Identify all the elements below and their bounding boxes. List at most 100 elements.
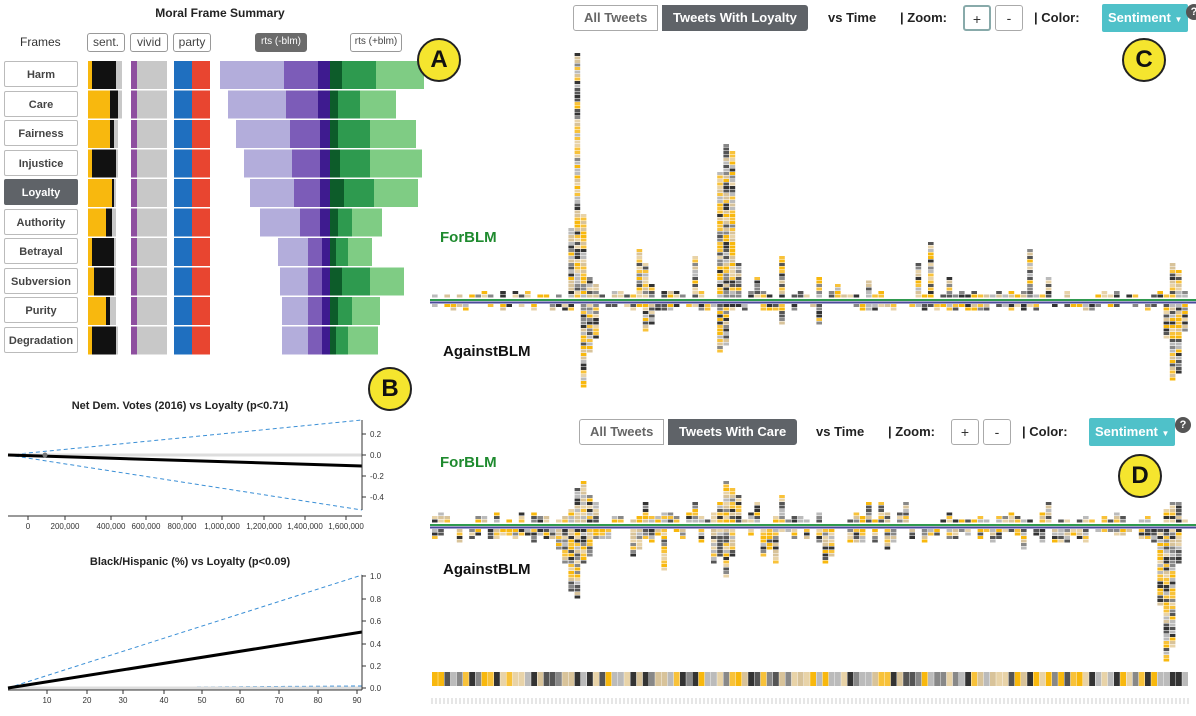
sent-column-header[interactable]: sent. bbox=[87, 33, 125, 52]
tweet-cell bbox=[723, 516, 729, 519]
frame-button-care[interactable]: Care bbox=[4, 90, 78, 117]
sentiment-dropdown-c[interactable]: Sentiment ▼ bbox=[1102, 4, 1189, 32]
sentiment-dropdown-d[interactable]: Sentiment ▼ bbox=[1089, 418, 1176, 446]
frame-button-fairness[interactable]: Fairness bbox=[4, 120, 78, 146]
tweet-cell bbox=[1027, 287, 1033, 291]
tweet-cell bbox=[667, 304, 674, 307]
overview-cell bbox=[959, 672, 965, 686]
tweet-cell bbox=[556, 529, 562, 532]
tweet-cell bbox=[797, 516, 804, 519]
tweet-cell bbox=[847, 294, 853, 298]
zoom-in-button-c[interactable]: + bbox=[963, 5, 991, 31]
tweet-cell bbox=[580, 539, 587, 543]
tweet-cell bbox=[791, 307, 798, 311]
party-rep-bar bbox=[192, 238, 210, 266]
frame-button-authority[interactable]: Authority bbox=[4, 208, 78, 235]
tweet-cell bbox=[568, 516, 574, 519]
zoom-in-button-d[interactable]: + bbox=[951, 419, 979, 445]
tweet-cell bbox=[729, 221, 736, 224]
frame-button-loyalty[interactable]: Loyalty bbox=[4, 179, 78, 205]
tweet-cell bbox=[574, 294, 581, 298]
tweet-cell bbox=[1027, 280, 1033, 284]
overview-cell bbox=[878, 672, 885, 686]
tweet-cell bbox=[816, 532, 822, 536]
overview-cell bbox=[1157, 672, 1164, 686]
tweet-cell bbox=[723, 505, 729, 509]
tweet-cell bbox=[1169, 539, 1176, 543]
tweet-cell bbox=[1021, 304, 1027, 307]
rts-neg-column-header[interactable]: rts (-blm) bbox=[255, 33, 307, 52]
tweet-cell bbox=[562, 557, 568, 560]
tweet-cell bbox=[872, 539, 878, 543]
frame-button-subversion[interactable]: Subversion bbox=[4, 267, 78, 294]
frame-button-degradation[interactable]: Degradation bbox=[4, 326, 78, 353]
tweet-cell bbox=[729, 235, 736, 238]
overview-cell bbox=[810, 672, 816, 686]
all-tweets-toggle-d[interactable]: All Tweets bbox=[579, 419, 665, 445]
party-dem-bar bbox=[174, 297, 192, 325]
vivid-column-header[interactable]: vivid bbox=[130, 33, 168, 52]
tweet-cell bbox=[971, 294, 977, 298]
tweet-cell bbox=[853, 519, 860, 523]
tweet-cell bbox=[735, 277, 742, 280]
party-column-header[interactable]: party bbox=[173, 33, 211, 52]
tweet-cell bbox=[1182, 304, 1188, 307]
frame-button-injustice[interactable]: Injustice bbox=[4, 149, 78, 176]
tweet-cell bbox=[717, 242, 723, 245]
help-icon-d[interactable]: ? bbox=[1175, 417, 1191, 433]
tweet-cell bbox=[766, 546, 773, 550]
tweet-cell bbox=[1169, 277, 1176, 280]
tweet-cell bbox=[735, 519, 742, 523]
tweet-cell bbox=[1182, 519, 1188, 523]
zoom-out-button-d[interactable]: - bbox=[983, 419, 1011, 445]
tweet-cell bbox=[432, 536, 438, 539]
tweet-cell bbox=[636, 252, 643, 256]
rts-neg-light-bar bbox=[282, 297, 308, 325]
tweet-cell bbox=[729, 238, 736, 242]
frame-button-purity[interactable]: Purity bbox=[4, 297, 78, 323]
tweet-cell bbox=[729, 256, 736, 259]
tweet-cell bbox=[1083, 304, 1089, 307]
tweet-cell bbox=[859, 519, 866, 523]
tweet-cell bbox=[593, 509, 599, 512]
tweet-cell bbox=[1138, 536, 1145, 539]
frame-button-harm[interactable]: Harm bbox=[4, 61, 78, 87]
rts-neg-dark-bar bbox=[322, 297, 330, 325]
tweet-cell bbox=[735, 498, 742, 502]
overview-cell bbox=[512, 672, 519, 686]
frame-button-betrayal[interactable]: Betrayal bbox=[4, 238, 78, 264]
tweet-cell bbox=[624, 294, 630, 298]
tweet-cell bbox=[1157, 529, 1163, 532]
tweet-cell bbox=[1027, 270, 1033, 273]
tweet-cell bbox=[1089, 304, 1095, 307]
tweet-cell bbox=[723, 574, 729, 578]
tweet-cell bbox=[667, 519, 674, 523]
tweet-cell bbox=[698, 529, 705, 532]
overview-cell bbox=[1169, 672, 1176, 686]
tweet-cell bbox=[543, 536, 550, 539]
tweet-cell bbox=[518, 304, 525, 307]
tweet-cell bbox=[1145, 516, 1151, 519]
tweet-cell bbox=[1182, 325, 1188, 328]
tweet-cell bbox=[494, 512, 500, 516]
zoom-out-button-c[interactable]: - bbox=[995, 5, 1023, 31]
rts-neg-mid-bar bbox=[286, 90, 318, 119]
tweet-cell bbox=[593, 291, 599, 294]
rts-pos-column-header[interactable]: rts (+blm) bbox=[350, 33, 402, 52]
tweet-cell bbox=[717, 321, 723, 325]
tweet-cell bbox=[574, 196, 581, 200]
sent-neutral-bar bbox=[114, 238, 116, 266]
tweet-cell bbox=[717, 280, 723, 284]
help-icon-c[interactable]: ? bbox=[1186, 4, 1196, 20]
tweet-cell bbox=[1157, 592, 1163, 595]
frame-tweets-toggle-c[interactable]: Tweets With Loyalty bbox=[662, 5, 808, 31]
overview-cell bbox=[1014, 672, 1021, 686]
tweet-cell bbox=[859, 532, 866, 536]
tweet-cell bbox=[723, 481, 729, 484]
tweet-cell bbox=[630, 536, 636, 539]
frame-tweets-toggle-d[interactable]: Tweets With Care bbox=[668, 419, 798, 445]
tweet-cell bbox=[1176, 284, 1182, 287]
tweet-cell bbox=[630, 304, 636, 307]
all-tweets-toggle-c[interactable]: All Tweets bbox=[573, 5, 659, 31]
tweet-cell bbox=[1176, 318, 1182, 321]
